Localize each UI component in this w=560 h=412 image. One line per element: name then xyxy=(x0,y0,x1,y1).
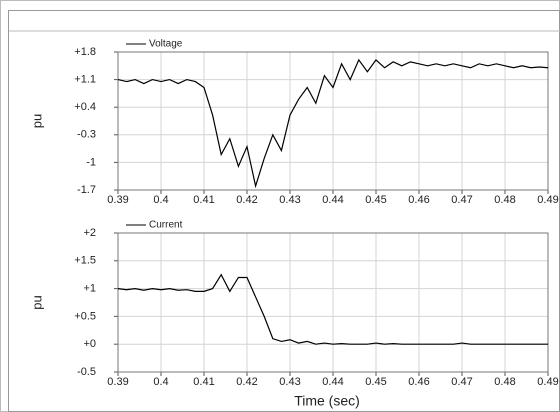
x-tick-label: 0.49 xyxy=(537,194,558,206)
y-tick-label: +0.5 xyxy=(74,310,96,322)
x-tick-label: 0.43 xyxy=(279,194,300,206)
x-tick-label: 0.4 xyxy=(153,376,168,388)
x-tick-label: 0.4 xyxy=(153,194,168,206)
y-axis-label: pu xyxy=(29,114,44,128)
y-axis-label: pu xyxy=(29,295,44,309)
y-tick-label: +0 xyxy=(83,338,96,350)
y-tick-label: +0.4 xyxy=(74,101,96,113)
x-tick-label: 0.41 xyxy=(193,194,214,206)
x-tick-label: 0.47 xyxy=(451,376,472,388)
x-tick-label: 0.47 xyxy=(451,194,472,206)
x-tick-label: 0.42 xyxy=(236,376,257,388)
x-tick-label: 0.44 xyxy=(322,194,343,206)
x-tick-label: 0.46 xyxy=(408,194,429,206)
data-line xyxy=(117,58,549,189)
x-tick-label: 0.45 xyxy=(365,376,386,388)
y-tick-label: +1 xyxy=(83,283,96,295)
legend-label: Voltage xyxy=(149,39,183,50)
y-tick-label: +2 xyxy=(83,227,96,239)
y-tick-label: -0.3 xyxy=(77,129,96,141)
y-tick-label: -1.7 xyxy=(77,184,96,196)
x-tick-label: 0.48 xyxy=(494,376,515,388)
x-tick-label: 0.48 xyxy=(494,194,515,206)
y-tick-label: -1 xyxy=(86,156,96,168)
y-tick-label: +1.1 xyxy=(74,74,96,86)
data-line xyxy=(117,273,548,345)
x-tick-label: 0.45 xyxy=(365,194,386,206)
x-tick-label: 0.49 xyxy=(537,376,558,388)
plot-border xyxy=(117,51,549,191)
x-tick-label: 0.39 xyxy=(107,376,128,388)
y-tick-label: -0.5 xyxy=(77,366,96,378)
x-tick-label: 0.41 xyxy=(193,376,214,388)
x-tick-label: 0.39 xyxy=(107,194,128,206)
y-tick-label: +1.5 xyxy=(74,255,96,267)
x-tick-label: 0.42 xyxy=(236,194,257,206)
y-tick-label: +1.8 xyxy=(74,46,96,58)
x-axis-label: Time (sec) xyxy=(294,393,360,409)
x-tick-label: 0.44 xyxy=(322,376,343,388)
x-tick-label: 0.46 xyxy=(408,376,429,388)
x-tick-label: 0.43 xyxy=(279,376,300,388)
legend-label: Current xyxy=(149,220,183,231)
plot-border xyxy=(117,232,549,373)
